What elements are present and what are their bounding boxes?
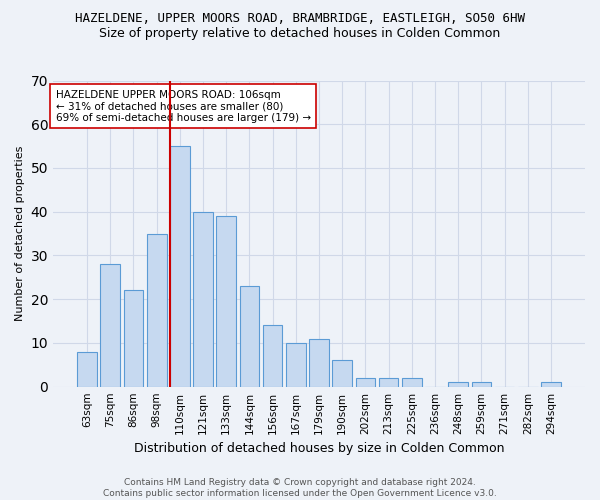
X-axis label: Distribution of detached houses by size in Colden Common: Distribution of detached houses by size … [134, 442, 504, 455]
Y-axis label: Number of detached properties: Number of detached properties [15, 146, 25, 322]
Bar [332, 360, 352, 386]
Bar [217, 216, 236, 386]
Bar [472, 382, 491, 386]
Bar [263, 326, 283, 386]
Text: HAZELDENE, UPPER MOORS ROAD, BRAMBRIDGE, EASTLEIGH, SO50 6HW: HAZELDENE, UPPER MOORS ROAD, BRAMBRIDGE,… [75, 12, 525, 26]
Bar [147, 234, 167, 386]
Text: Size of property relative to detached houses in Colden Common: Size of property relative to detached ho… [100, 28, 500, 40]
Bar [77, 352, 97, 386]
Bar [286, 343, 305, 386]
Bar [402, 378, 422, 386]
Bar [448, 382, 468, 386]
Bar [100, 264, 120, 386]
Text: Contains HM Land Registry data © Crown copyright and database right 2024.
Contai: Contains HM Land Registry data © Crown c… [103, 478, 497, 498]
Bar [309, 338, 329, 386]
Bar [541, 382, 561, 386]
Bar [356, 378, 375, 386]
Bar [124, 290, 143, 386]
Text: HAZELDENE UPPER MOORS ROAD: 106sqm
← 31% of detached houses are smaller (80)
69%: HAZELDENE UPPER MOORS ROAD: 106sqm ← 31%… [56, 90, 311, 123]
Bar [379, 378, 398, 386]
Bar [193, 212, 213, 386]
Bar [239, 286, 259, 386]
Bar [170, 146, 190, 386]
